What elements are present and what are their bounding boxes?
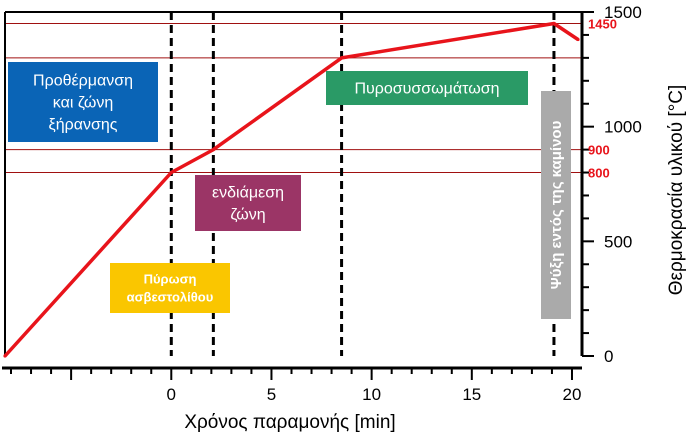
- y-axis-title: Θερμοκρασία υλικού [°C]: [666, 85, 687, 296]
- reference-value-label: 1450: [588, 16, 617, 31]
- zone-cooling-label-text: Ψύξη εντός της καμίνου: [548, 120, 565, 289]
- temperature-series: [3, 21, 580, 358]
- temperature-line: [3, 21, 579, 358]
- zone-cooling-label-box: [541, 91, 571, 319]
- zone-preheating-label-text: και ζώνη: [53, 95, 113, 112]
- zone-intermediate-label-box: [195, 175, 301, 231]
- reference-value-label: 900: [588, 143, 610, 158]
- zone-calcination-label-box: [110, 263, 230, 313]
- x-tick-label: 0: [167, 385, 176, 404]
- y-tick-label: 0: [604, 347, 613, 366]
- zone-calcination-label-text: ασβεστολίθου: [127, 290, 214, 305]
- data-point: [339, 56, 344, 60]
- x-tick-label: 10: [362, 385, 381, 404]
- data-point: [211, 148, 215, 152]
- zone-intermediate-label-text: ζώνη: [230, 207, 265, 224]
- data-point: [3, 354, 7, 358]
- x-tick-label: 5: [267, 385, 276, 404]
- zone-sintering-label-box: [326, 71, 528, 105]
- plot-frame: [4, 11, 584, 356]
- zone-preheating-label-box: [8, 62, 158, 142]
- x-axis-title: Χρόνος παραμονής [min]: [184, 412, 395, 433]
- data-point: [576, 37, 580, 42]
- zone-preheating-label-text: ξήρανσης: [49, 117, 118, 134]
- zone-labels: Προθέρμανση και ζώνη ξήρανσης Πύρωση ασβεστο…: [8, 62, 571, 319]
- reference-lines: [5, 22, 582, 174]
- data-point: [552, 21, 556, 26]
- zone-sintering-label-text: Πυροσυσσωμάτωση: [355, 81, 500, 98]
- zone-calcination-label-text: Πύρωση: [144, 272, 197, 287]
- zone-preheating-label-text: Προθέρμανση: [33, 73, 133, 90]
- data-point: [169, 170, 173, 175]
- y-tick-label: 500: [604, 232, 632, 251]
- zone-intermediate-label-text: ενδιάμεση: [212, 185, 284, 202]
- y-tick-label: 1500: [604, 3, 642, 22]
- y-tick-label: 1000: [604, 118, 642, 137]
- x-tick-label: 20: [563, 385, 582, 404]
- reference-value-label: 800: [588, 166, 610, 181]
- x-tick-label: 15: [462, 385, 481, 404]
